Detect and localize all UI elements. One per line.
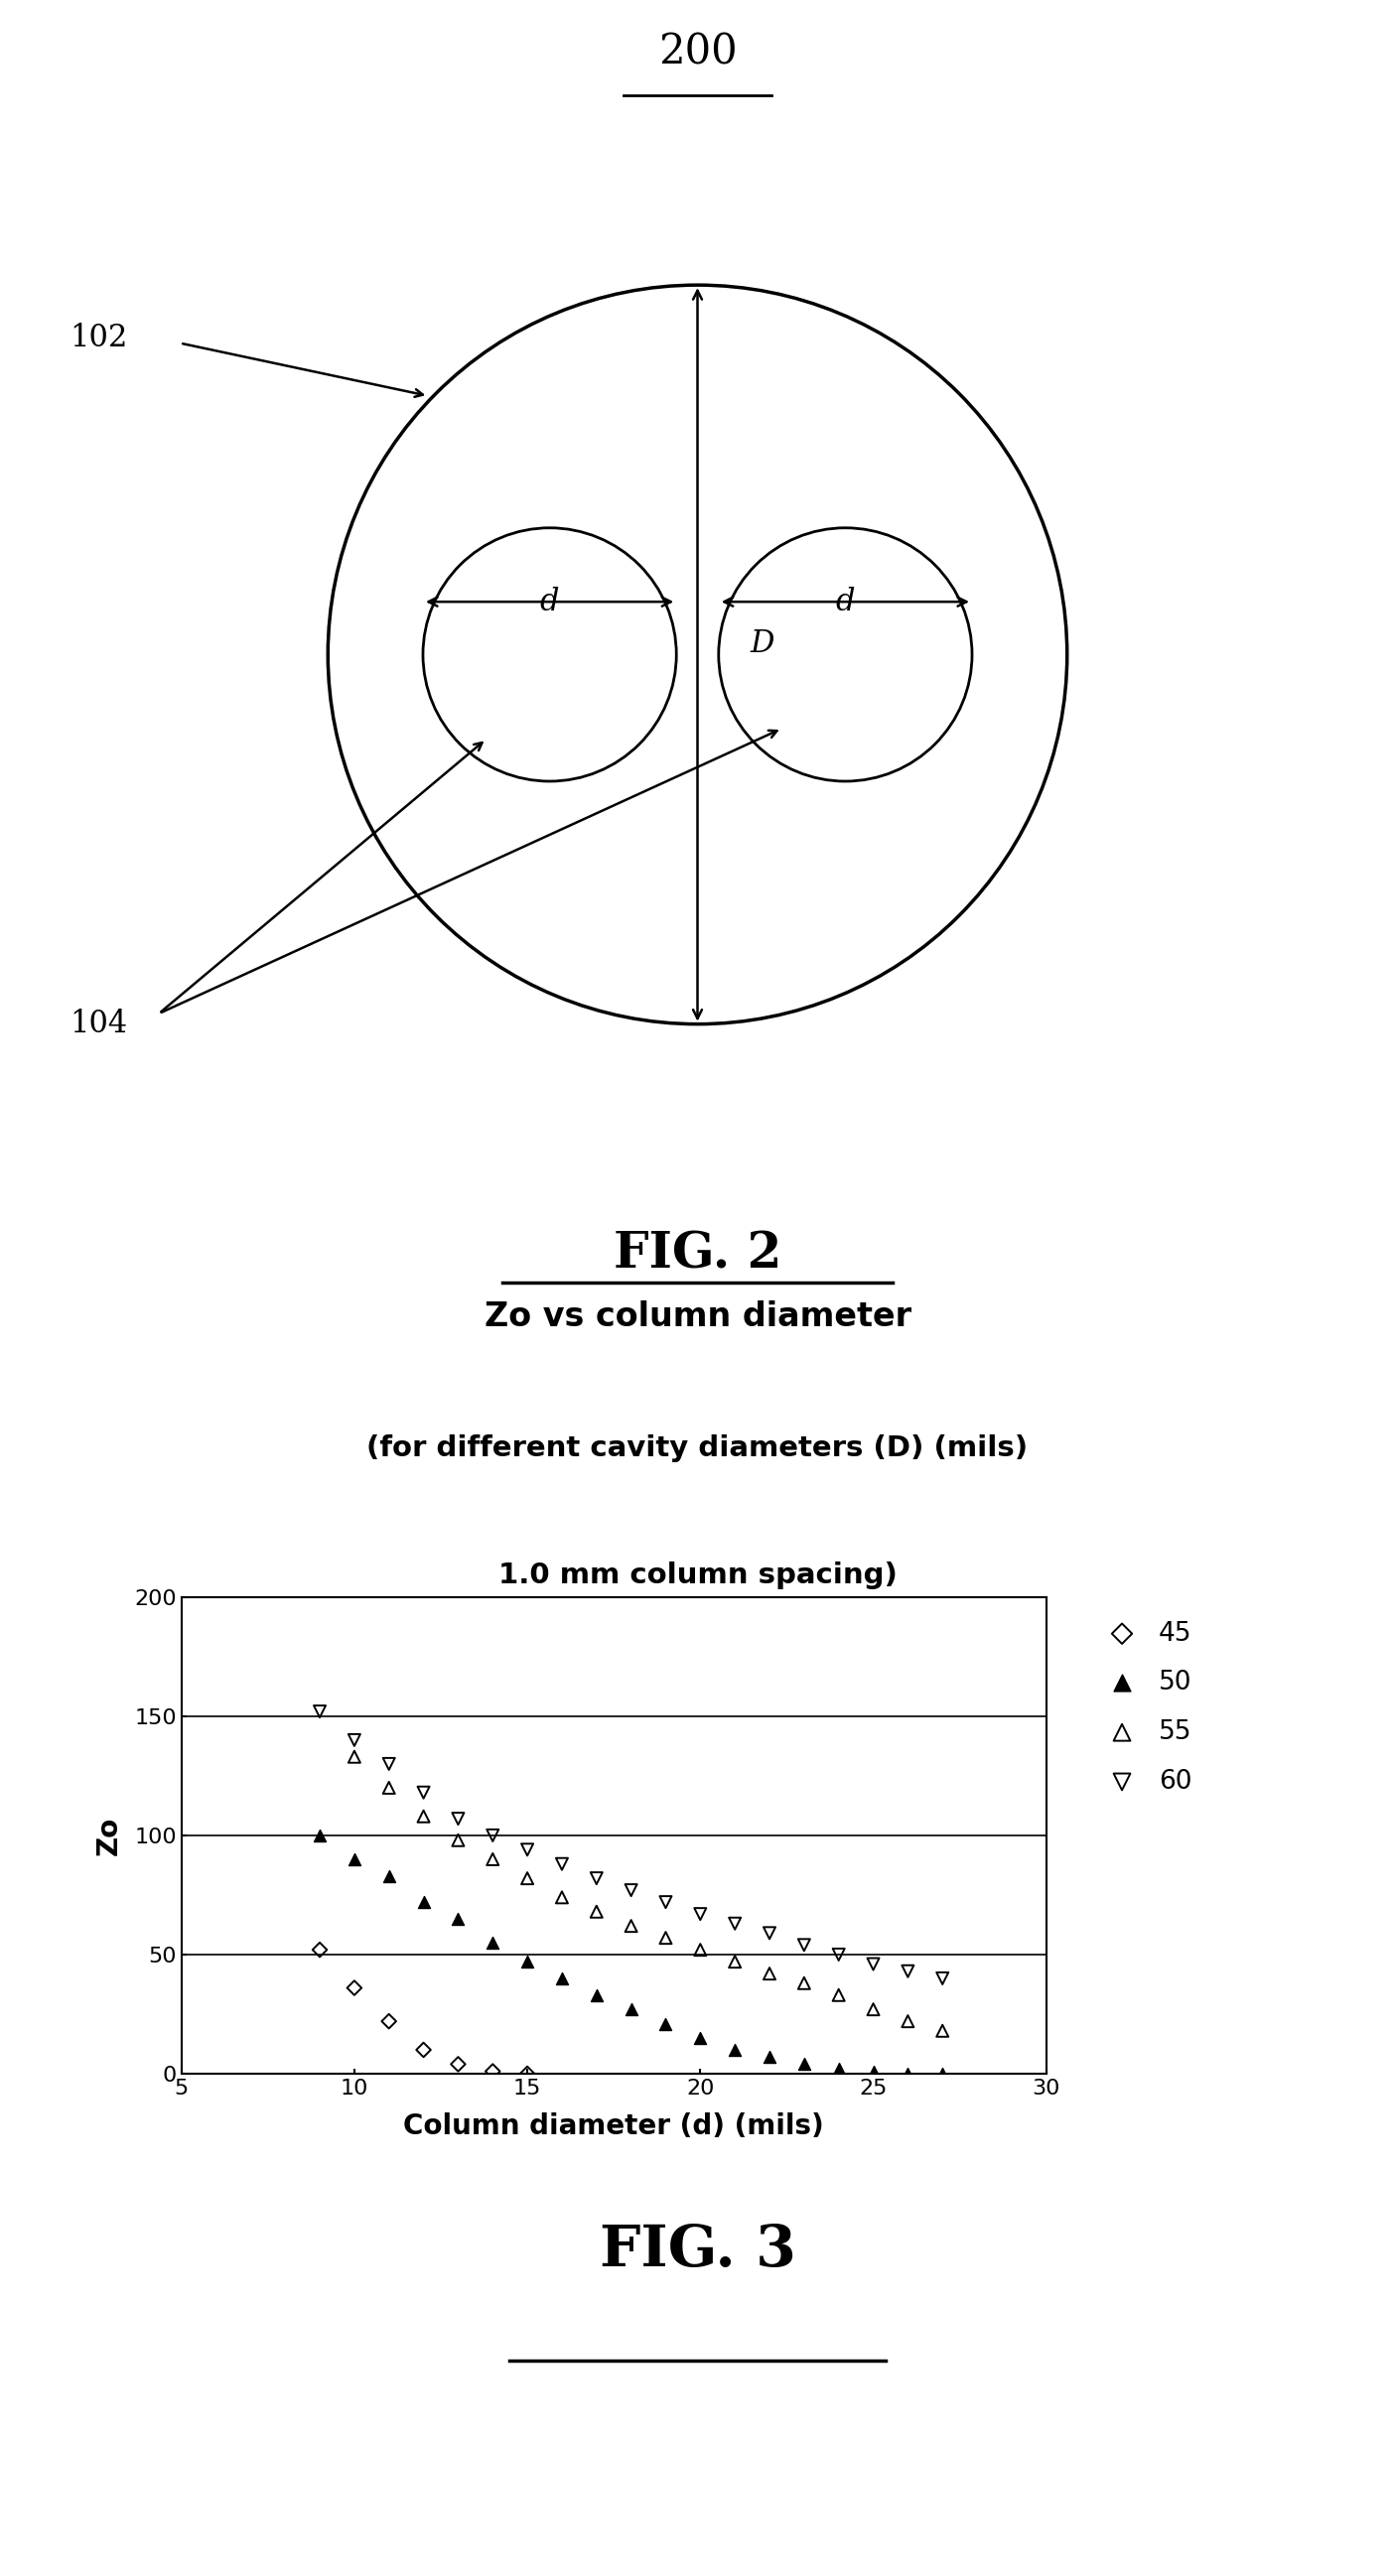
Text: (for different cavity diameters (D) (mils): (for different cavity diameters (D) (mil… (367, 1435, 1028, 1463)
50 (343, 1839, 365, 1880)
60 (378, 1744, 400, 1785)
55 (759, 1953, 781, 1994)
60 (759, 1911, 781, 1953)
Text: d: d (836, 587, 855, 618)
55 (516, 1857, 538, 1899)
55 (792, 1963, 815, 2004)
60 (516, 1829, 538, 1870)
55 (619, 1906, 642, 1947)
55 (446, 1819, 469, 1860)
60 (792, 1924, 815, 1965)
55 (586, 1891, 608, 1932)
50 (827, 2048, 850, 2089)
60 (343, 1721, 365, 1762)
60 (827, 1935, 850, 1976)
Y-axis label: Zo: Zo (95, 1816, 123, 1855)
50 (792, 2043, 815, 2084)
50 (586, 1973, 608, 2014)
60 (413, 1772, 435, 1814)
50 (516, 1942, 538, 1984)
Legend: 45, 50, 55, 60: 45, 50, 55, 60 (1085, 1610, 1202, 1806)
50 (932, 2053, 954, 2094)
60 (724, 1904, 746, 1945)
45 (516, 2053, 538, 2094)
60 (689, 1893, 711, 1935)
Text: 1.0 mm column spacing): 1.0 mm column spacing) (498, 1561, 897, 1589)
50 (862, 2050, 884, 2092)
45 (481, 2050, 504, 2092)
55 (551, 1878, 573, 1919)
50 (759, 2038, 781, 2079)
55 (827, 1973, 850, 2014)
60 (619, 1870, 642, 1911)
55 (689, 1929, 711, 1971)
Text: FIG. 2: FIG. 2 (614, 1229, 781, 1278)
55 (932, 2009, 954, 2050)
50 (446, 1899, 469, 1940)
50 (481, 1922, 504, 1963)
60 (308, 1690, 331, 1731)
50 (378, 1855, 400, 1896)
60 (586, 1857, 608, 1899)
60 (551, 1844, 573, 1886)
Text: 102: 102 (70, 322, 127, 353)
55 (343, 1736, 365, 1777)
45 (343, 1968, 365, 2009)
60 (932, 1958, 954, 1999)
45 (308, 1929, 331, 1971)
60 (446, 1798, 469, 1839)
50 (654, 2004, 677, 2045)
Text: 200: 200 (658, 31, 737, 72)
55 (862, 1989, 884, 2030)
55 (481, 1839, 504, 1880)
50 (897, 2053, 919, 2094)
45 (413, 2030, 435, 2071)
50 (619, 1989, 642, 2030)
50 (308, 1814, 331, 1855)
50 (724, 2030, 746, 2071)
60 (654, 1880, 677, 1922)
50 (689, 2017, 711, 2058)
55 (413, 1795, 435, 1837)
45 (378, 2002, 400, 2043)
Text: d: d (540, 587, 559, 618)
55 (378, 1767, 400, 1808)
55 (897, 2002, 919, 2043)
55 (724, 1942, 746, 1984)
60 (862, 1942, 884, 1984)
Text: Zo vs column diameter: Zo vs column diameter (484, 1301, 911, 1334)
50 (551, 1958, 573, 1999)
X-axis label: Column diameter (d) (mils): Column diameter (d) (mils) (403, 2112, 824, 2141)
55 (654, 1917, 677, 1958)
Text: D: D (751, 629, 774, 659)
60 (481, 1814, 504, 1855)
50 (413, 1880, 435, 1922)
Text: 104: 104 (70, 1010, 127, 1041)
Text: FIG. 3: FIG. 3 (600, 2223, 795, 2280)
60 (897, 1950, 919, 1991)
45 (446, 2043, 469, 2084)
